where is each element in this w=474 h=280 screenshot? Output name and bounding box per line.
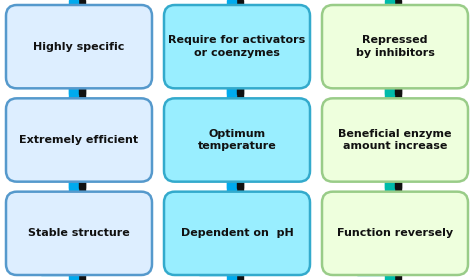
Bar — [41, 5, 69, 14]
FancyBboxPatch shape — [164, 98, 310, 182]
FancyBboxPatch shape — [322, 98, 468, 182]
Bar — [69, 0, 78, 280]
Text: Stable structure: Stable structure — [28, 228, 130, 238]
Bar — [199, 5, 227, 14]
FancyBboxPatch shape — [6, 5, 152, 88]
Bar — [385, 182, 394, 188]
Bar — [217, 13, 240, 19]
FancyBboxPatch shape — [322, 192, 468, 275]
Bar — [217, 264, 240, 270]
FancyBboxPatch shape — [322, 5, 468, 88]
Bar — [385, 0, 394, 280]
FancyBboxPatch shape — [6, 192, 152, 275]
FancyBboxPatch shape — [164, 5, 310, 88]
Bar — [41, 266, 69, 275]
Bar — [357, 5, 385, 14]
Bar — [79, 88, 85, 94]
Bar — [199, 266, 227, 275]
Text: Repressed
by inhibitors: Repressed by inhibitors — [356, 36, 435, 58]
Bar — [227, 88, 236, 94]
Text: Dependent on  pH: Dependent on pH — [181, 228, 293, 238]
Bar — [395, 0, 401, 280]
Bar — [395, 182, 401, 188]
Text: Extremely efficient: Extremely efficient — [19, 135, 138, 145]
Bar — [385, 88, 394, 94]
Text: Optimum
temperature: Optimum temperature — [198, 129, 276, 151]
Bar — [237, 0, 243, 280]
Bar — [237, 88, 243, 94]
Bar — [69, 88, 78, 94]
Bar — [395, 88, 401, 94]
Bar — [375, 264, 398, 270]
Bar — [357, 266, 385, 275]
Bar — [237, 182, 243, 188]
Text: Function reversely: Function reversely — [337, 228, 453, 238]
Bar — [79, 182, 85, 188]
Bar — [79, 0, 85, 280]
Bar — [227, 0, 236, 280]
Bar — [375, 13, 398, 19]
Bar — [59, 264, 82, 270]
Bar — [69, 182, 78, 188]
Bar — [59, 13, 82, 19]
Bar — [227, 182, 236, 188]
FancyBboxPatch shape — [164, 192, 310, 275]
Text: Require for activators
or coenzymes: Require for activators or coenzymes — [168, 36, 306, 58]
Text: Beneficial enzyme
amount increase: Beneficial enzyme amount increase — [338, 129, 452, 151]
Text: Highly specific: Highly specific — [33, 42, 125, 52]
FancyBboxPatch shape — [6, 98, 152, 182]
